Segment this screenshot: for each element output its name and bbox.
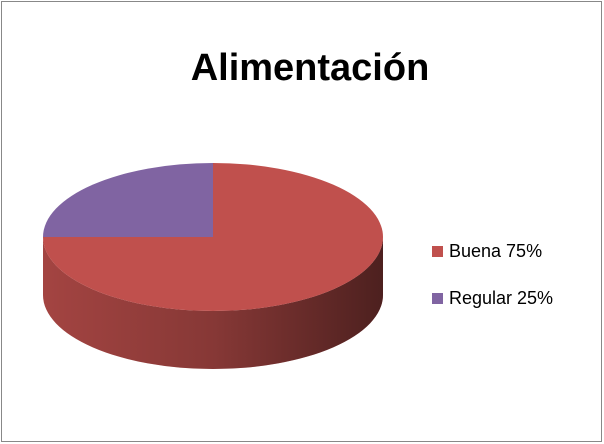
legend-swatch	[432, 293, 443, 304]
legend-label: Buena 75%	[449, 241, 542, 261]
legend-label: Regular 25%	[449, 288, 553, 308]
pie-side-shade	[43, 237, 383, 369]
chart-title: Alimentación	[191, 47, 430, 89]
legend-swatch	[432, 246, 443, 257]
pie-slice	[43, 163, 213, 237]
